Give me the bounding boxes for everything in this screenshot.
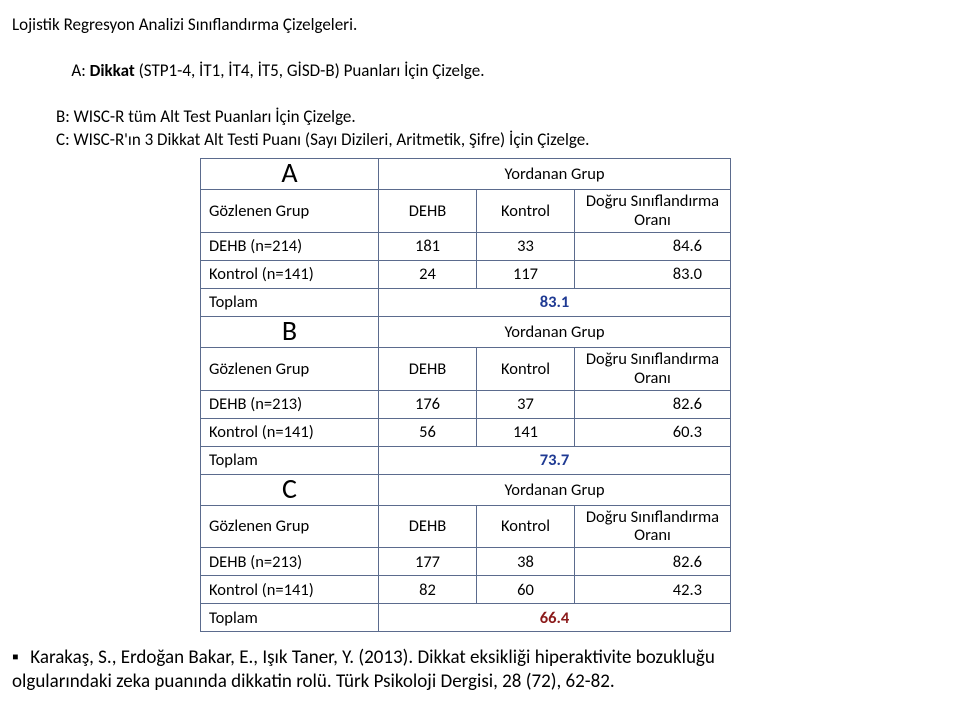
table-tag: C [201,474,379,505]
table-row: Toplam 83.1 [201,288,731,316]
table-row: Gözlenen Grup DEHB Kontrol Doğru Sınıfla… [201,189,731,232]
cell: 56 [379,418,477,446]
table-tag: B [201,316,379,347]
cell-rate: 60.3 [575,418,731,446]
cell-rate: 83.0 [575,260,731,288]
tables-container: A Yordanan Grup Gözlenen Grup DEHB Kontr… [200,158,730,633]
total-value: 73.7 [379,446,731,474]
cell: 177 [379,548,477,576]
table-row: Kontrol (n=141) 56 141 60.3 [201,418,731,446]
header-block: Lojistik Regresyon Analizi Sınıflandırma… [12,14,948,152]
col-dehb: DEHB [379,189,477,232]
yordanan-header: Yordanan Grup [379,158,731,189]
header-line-b: B: WISC-R tüm Alt Test Puanları İçin Çiz… [12,106,948,129]
bullet-icon: ▪ [12,646,26,671]
footer-citation: ▪ Karakaş, S., Erdoğan Bakar, E., Işık T… [12,646,958,695]
row-label: DEHB (n=213) [201,548,379,576]
total-label: Toplam [201,446,379,474]
col-dogru: Doğru Sınıflandırma Oranı [575,347,731,390]
row-label: Kontrol (n=141) [201,576,379,604]
table-row: Gözlenen Grup DEHB Kontrol Doğru Sınıfla… [201,347,731,390]
table-row: B Yordanan Grup [201,316,731,347]
cell: 181 [379,232,477,260]
yordanan-header: Yordanan Grup [379,474,731,505]
col-kontrol: Kontrol [477,505,575,548]
table-row: Toplam 66.4 [201,604,731,632]
header-title: Lojistik Regresyon Analizi Sınıflandırma… [12,14,948,37]
table-tag: A [201,158,379,189]
cell: 24 [379,260,477,288]
header-line-c: C: WISC-R'ın 3 Dikkat Alt Testi Puanı (S… [12,129,948,152]
total-label: Toplam [201,604,379,632]
gozlenen-header: Gözlenen Grup [201,505,379,548]
cell-rate: 42.3 [575,576,731,604]
footer-line2: olgularındaki zeka puanında dikkatin rol… [12,670,615,693]
cell: 60 [477,576,575,604]
cell: 37 [477,390,575,418]
gozlenen-header: Gözlenen Grup [201,347,379,390]
table-row: C Yordanan Grup [201,474,731,505]
table-row: A Yordanan Grup [201,158,731,189]
table-row: Kontrol (n=141) 24 117 83.0 [201,260,731,288]
table-row: DEHB (n=214) 181 33 84.6 [201,232,731,260]
cell-rate: 82.6 [575,390,731,418]
line-a-prefix: A: [71,60,89,81]
table-b: B Yordanan Grup Gözlenen Grup DEHB Kontr… [200,316,731,475]
line-a-rest: (STP1-4, İT1, İT4, İT5, GİSD-B) Puanları… [135,60,485,81]
table-a: A Yordanan Grup Gözlenen Grup DEHB Kontr… [200,158,731,317]
col-dogru: Doğru Sınıflandırma Oranı [575,505,731,548]
col-dehb: DEHB [379,505,477,548]
table-row: Kontrol (n=141) 82 60 42.3 [201,576,731,604]
total-label: Toplam [201,288,379,316]
cell: 176 [379,390,477,418]
cell: 33 [477,232,575,260]
cell-rate: 82.6 [575,548,731,576]
cell: 82 [379,576,477,604]
table-row: DEHB (n=213) 177 38 82.6 [201,548,731,576]
gozlenen-header: Gözlenen Grup [201,189,379,232]
yordanan-header: Yordanan Grup [379,316,731,347]
total-value: 83.1 [379,288,731,316]
cell: 38 [477,548,575,576]
col-kontrol: Kontrol [477,347,575,390]
table-row: Gözlenen Grup DEHB Kontrol Doğru Sınıfla… [201,505,731,548]
table-c: C Yordanan Grup Gözlenen Grup DEHB Kontr… [200,474,731,633]
header-line-a: A: Dikkat (STP1-4, İT1, İT4, İT5, GİSD-B… [12,37,948,106]
table-row: Toplam 73.7 [201,446,731,474]
row-label: DEHB (n=213) [201,390,379,418]
footer-line1: Karakaş, S., Erdoğan Bakar, E., Işık Tan… [30,646,715,669]
row-label: Kontrol (n=141) [201,418,379,446]
cell: 117 [477,260,575,288]
col-kontrol: Kontrol [477,189,575,232]
table-row: DEHB (n=213) 176 37 82.6 [201,390,731,418]
total-value: 66.4 [379,604,731,632]
row-label: Kontrol (n=141) [201,260,379,288]
cell: 141 [477,418,575,446]
col-dogru: Doğru Sınıflandırma Oranı [575,189,731,232]
row-label: DEHB (n=214) [201,232,379,260]
line-a-bold: Dikkat [90,60,135,81]
col-dehb: DEHB [379,347,477,390]
cell-rate: 84.6 [575,232,731,260]
